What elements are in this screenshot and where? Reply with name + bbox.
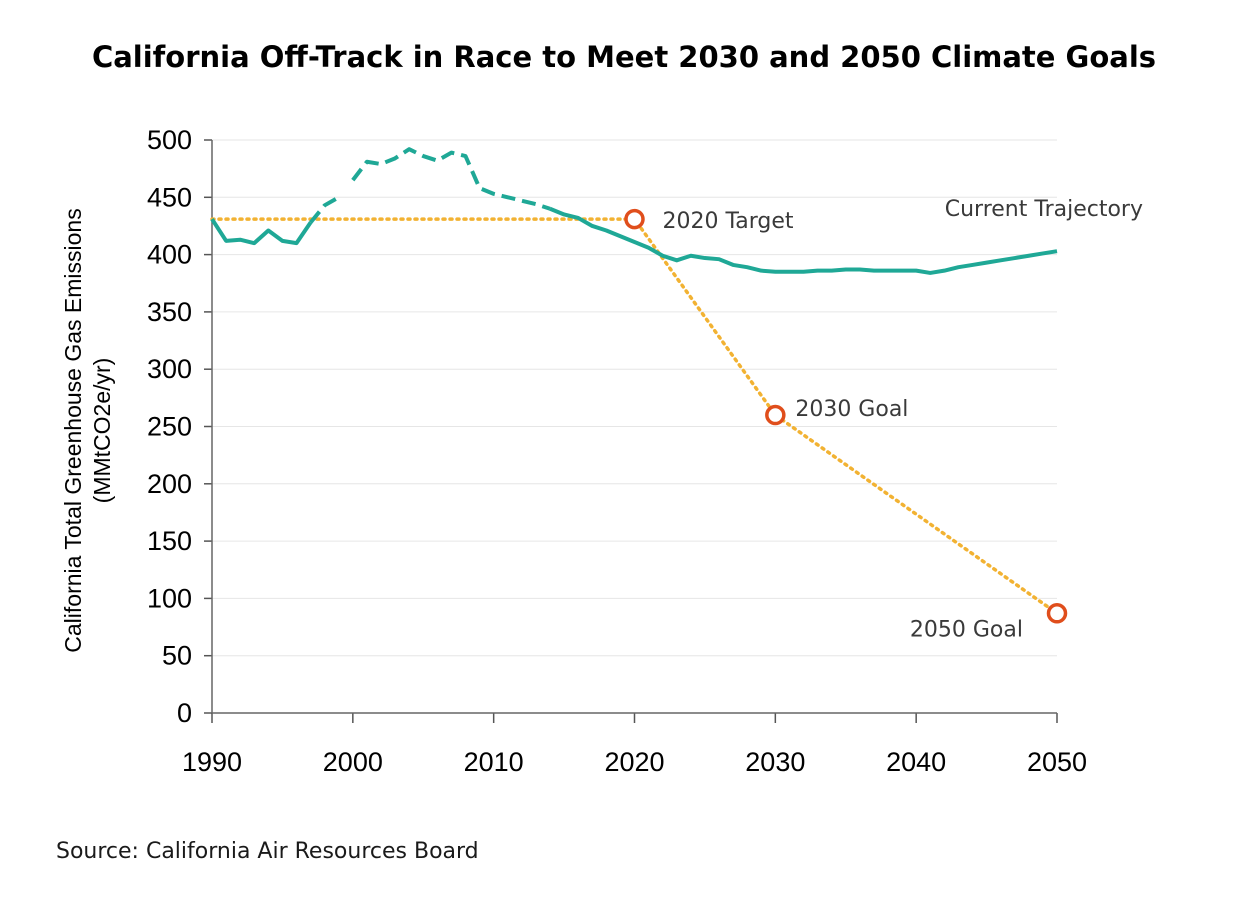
goals-line — [210, 217, 1059, 616]
x-tick-label: 2010 — [464, 747, 524, 777]
y-tick-labels: 0 50 100 150 200 250 300 350 400 450 500 — [147, 125, 212, 728]
data-lines — [210, 147, 1059, 616]
y-tick-label: 150 — [147, 526, 192, 556]
y-tick-label: 250 — [147, 412, 192, 442]
trajectory-line — [210, 217, 313, 246]
gridlines — [212, 139, 1057, 657]
y-tick-label: 400 — [147, 240, 192, 270]
goal-marker — [624, 208, 645, 230]
goal-label: 2030 Goal — [795, 397, 908, 422]
trajectory-line-dashed — [309, 195, 340, 224]
x-tick-label: 2000 — [323, 747, 383, 777]
goal-marker — [1046, 603, 1068, 624]
goal-markers — [624, 208, 1068, 624]
trajectory-line-dashed — [351, 147, 551, 211]
goal-marker — [765, 404, 786, 426]
goal-label: 2050 Goal — [910, 617, 1023, 642]
y-axis-label-units: (MMtCO2e/yr) — [89, 358, 115, 504]
trajectory-line — [549, 206, 1058, 275]
axes — [211, 140, 1057, 714]
y-tick-label: 200 — [147, 469, 192, 499]
goal-label: 2020 Target — [663, 209, 794, 234]
x-tick-labels: 1990 2000 2010 2020 2030 2040 2050 — [182, 713, 1087, 777]
y-tick-label: 500 — [147, 125, 192, 155]
x-tick-label: 2020 — [604, 747, 664, 777]
x-tick-label: 2030 — [745, 747, 805, 777]
y-tick-label: 0 — [177, 698, 192, 728]
current-trajectory-label: Current Trajectory — [945, 197, 1143, 222]
x-tick-label: 1990 — [182, 747, 242, 777]
y-tick-label: 450 — [147, 182, 192, 212]
x-tick-label: 2050 — [1027, 747, 1087, 777]
source-note: Source: California Air Resources Board — [56, 839, 479, 864]
x-tick-label: 2040 — [886, 747, 946, 777]
annotations: 2020 Target 2030 Goal 2050 Goal — [663, 209, 1024, 642]
y-tick-label: 350 — [147, 297, 192, 327]
y-tick-label: 300 — [147, 354, 192, 384]
y-tick-label: 50 — [162, 641, 192, 671]
y-tick-label: 100 — [147, 583, 192, 613]
y-axis-label: California Total Greenhouse Gas Emission… — [60, 208, 86, 652]
chart-title: California Off-Track in Race to Meet 203… — [91, 40, 1157, 74]
